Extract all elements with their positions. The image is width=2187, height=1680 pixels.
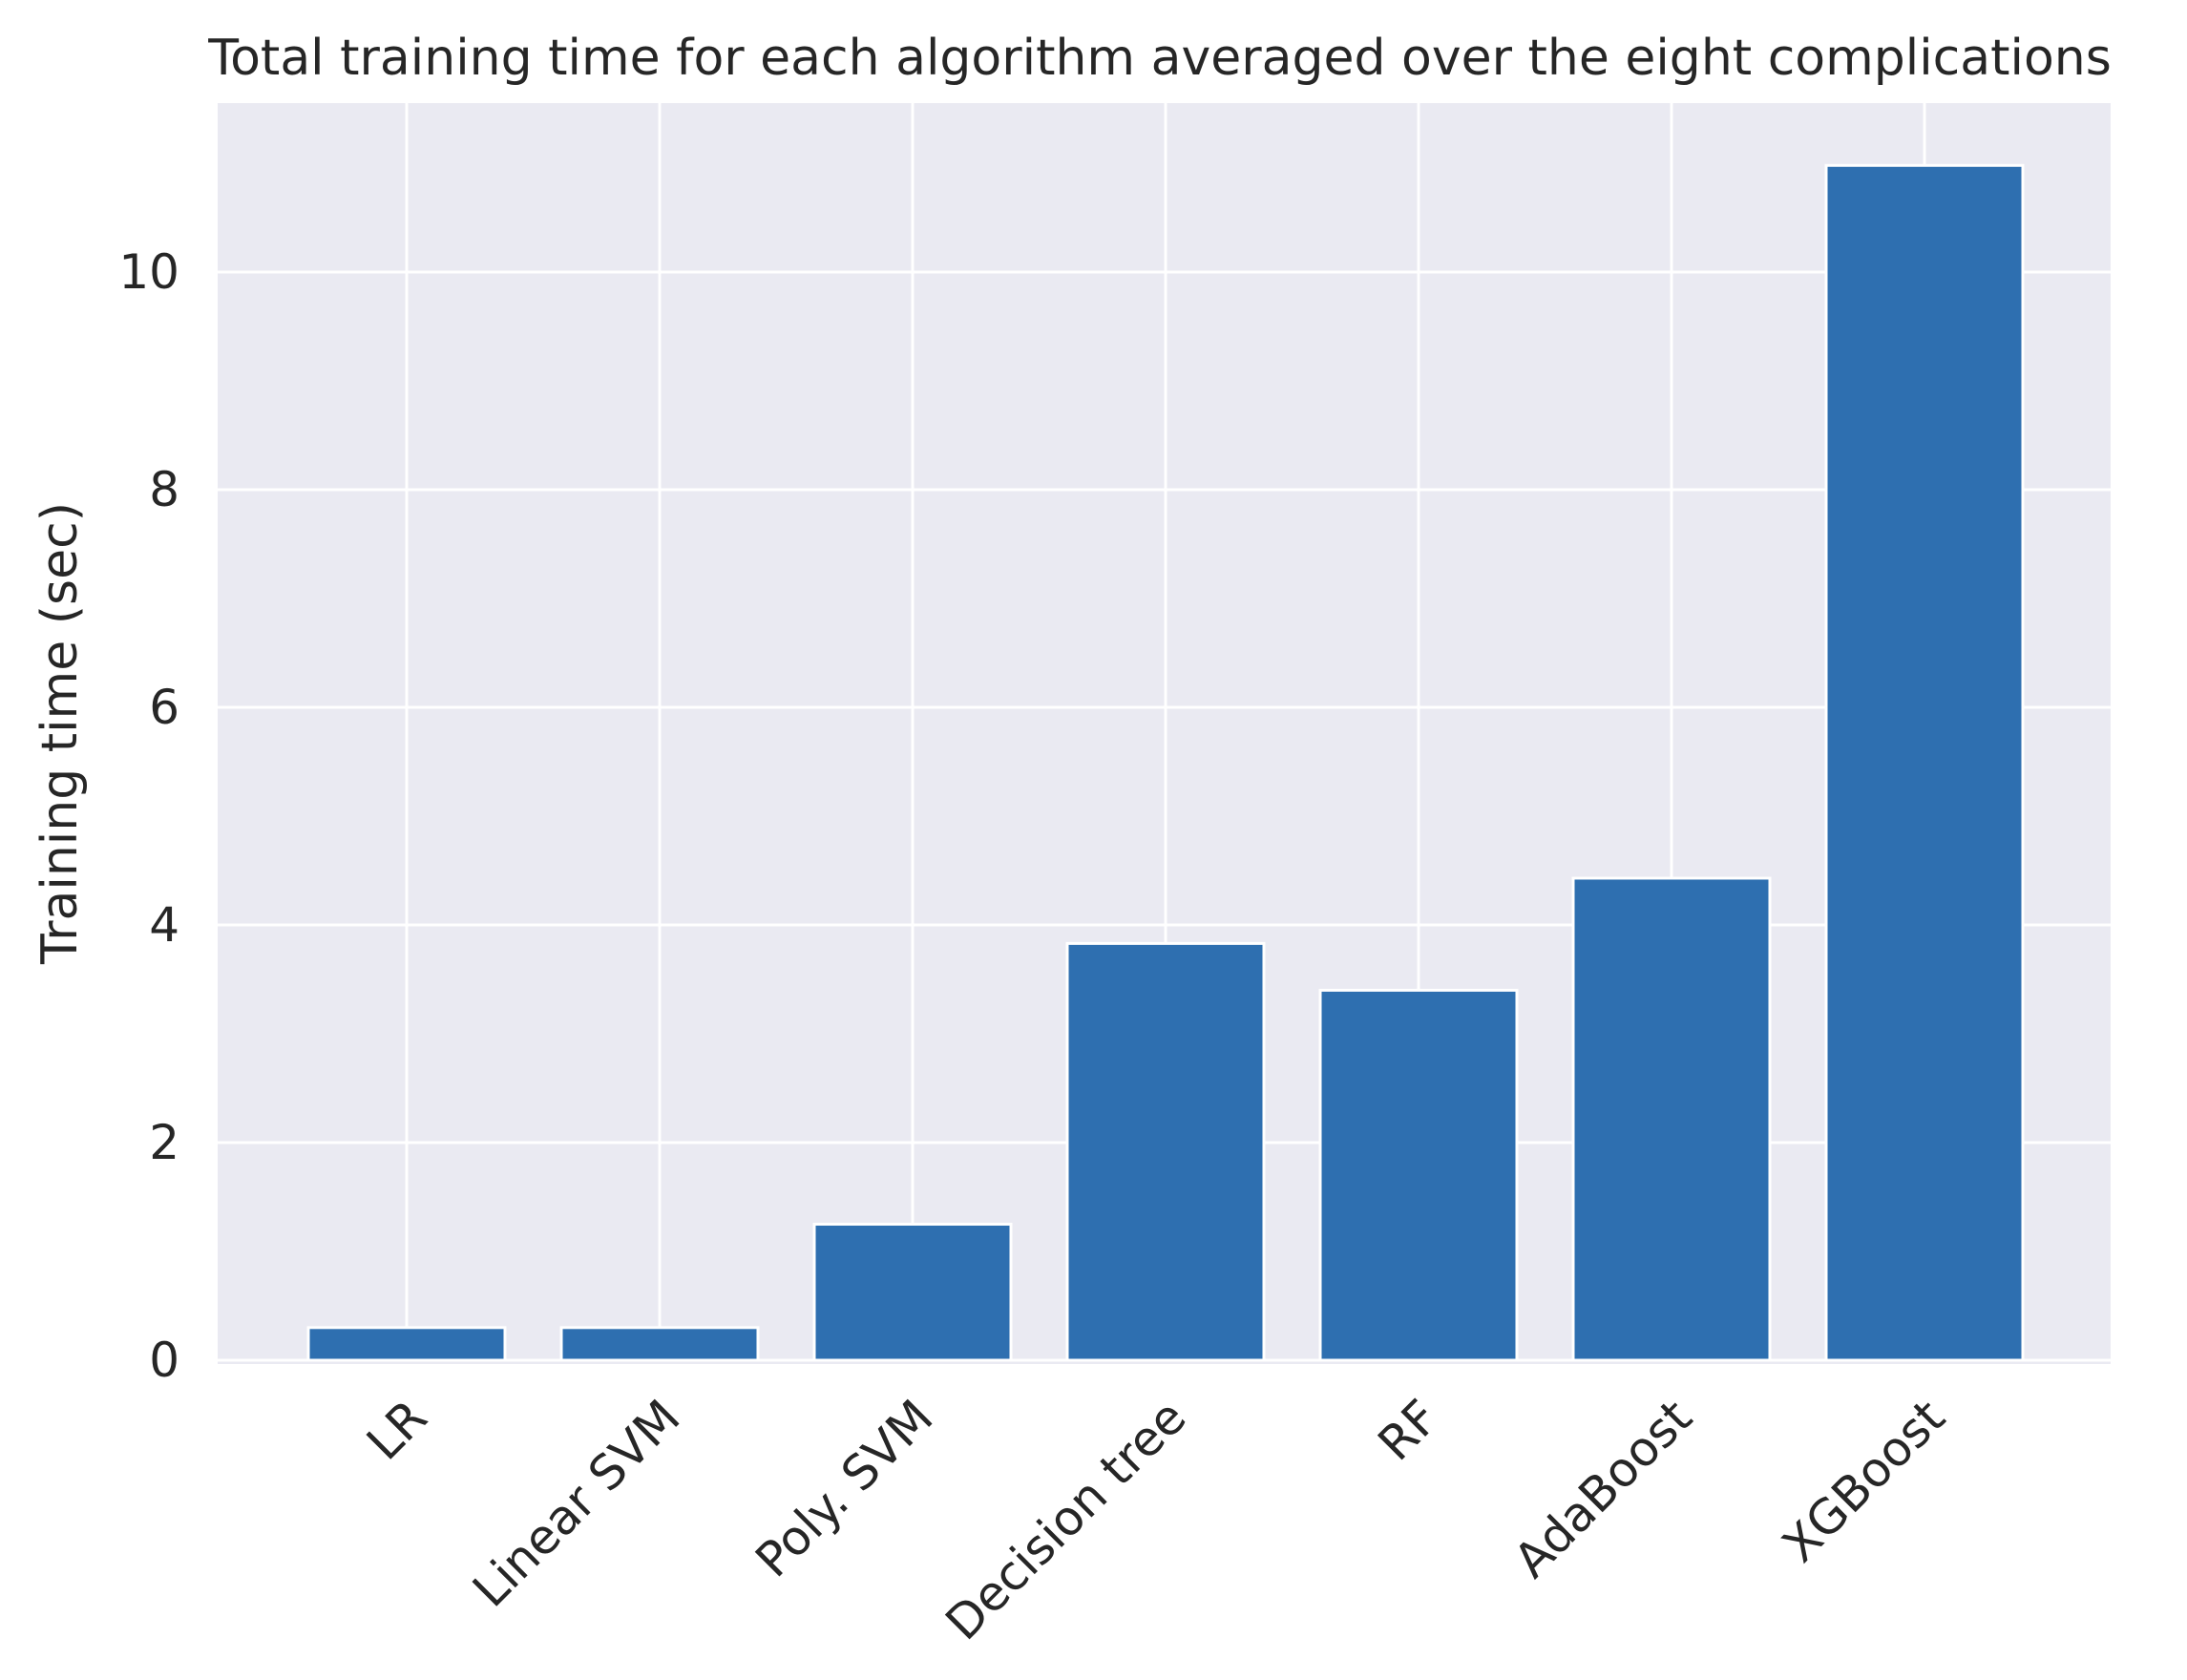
bar	[559, 1326, 760, 1362]
y-tick-label: 4	[149, 897, 179, 953]
bar	[812, 1223, 1013, 1362]
y-tick-label: 2	[149, 1115, 179, 1170]
y-tick-label: 6	[149, 680, 179, 735]
y-tick-labels: 0 2 4 6 8 10	[118, 244, 179, 1388]
bar	[1318, 988, 1519, 1362]
x-tick-label: RF	[1368, 1389, 1450, 1471]
x-tick-label: XGBoost	[1772, 1389, 1955, 1572]
bar	[306, 1326, 507, 1362]
y-tick-label: 10	[118, 244, 179, 300]
y-axis-label: Training time (sec)	[32, 502, 89, 965]
x-tick-label: AdaBoost	[1504, 1389, 1702, 1587]
bar	[1065, 941, 1266, 1362]
x-tick-label: LR	[356, 1389, 437, 1470]
bar	[1824, 163, 2025, 1362]
bars-group	[306, 163, 2025, 1362]
x-tick-label: Poly. SVM	[745, 1389, 943, 1587]
bar	[1571, 876, 1772, 1362]
x-tick-label: Linear SVM	[462, 1389, 690, 1617]
y-tick-label: 0	[149, 1333, 179, 1388]
chart-title: Total training time for each algorithm a…	[207, 30, 2112, 87]
y-tick-label: 8	[149, 462, 179, 517]
x-tick-label: Decision tree	[936, 1389, 1197, 1650]
